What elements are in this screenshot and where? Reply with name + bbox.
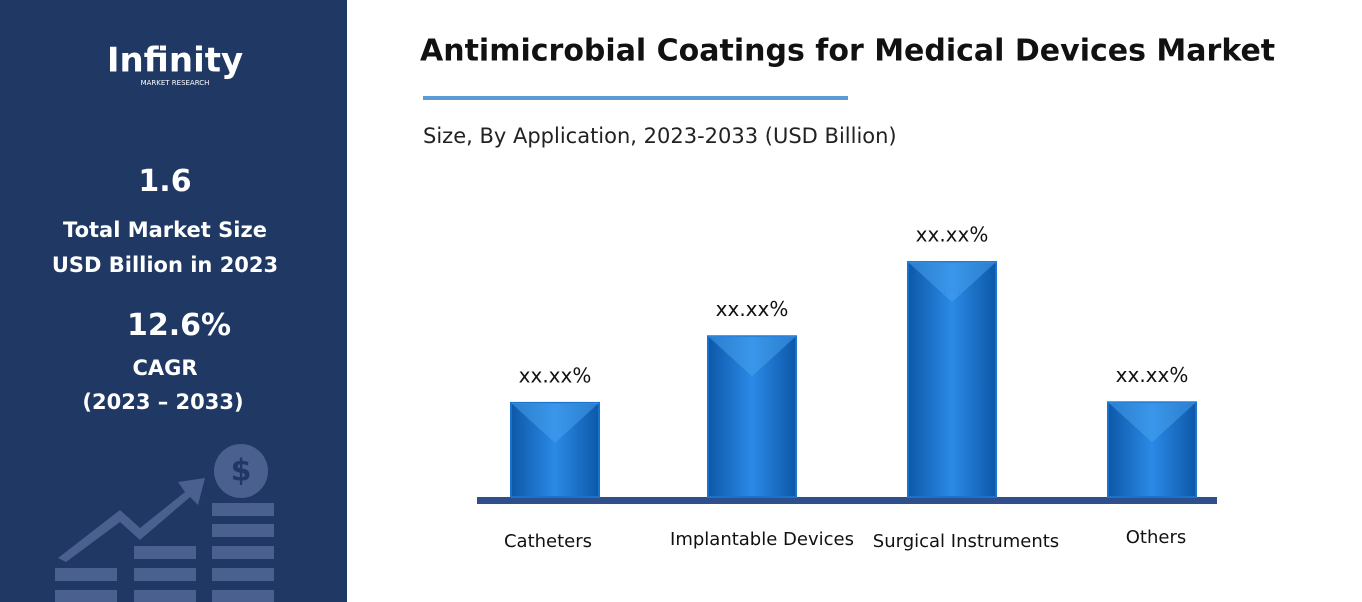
bar-bevel — [708, 336, 796, 377]
market-size-label: USD Billion in 2023 — [51, 253, 279, 277]
dollar-sign: $ — [231, 454, 252, 489]
chart: Antimicrobial Coatings for Medical Devic… — [420, 34, 1275, 553]
x-tick-label: Surgical Instruments — [873, 531, 1059, 552]
market-size-label: Total Market Size — [63, 218, 267, 242]
cagr-period: (2023 – 2033) — [82, 390, 244, 414]
data-label: xx.xx% — [519, 363, 592, 387]
cagr-label: CAGR — [132, 356, 198, 380]
data-label: xx.xx% — [916, 223, 989, 247]
x-tick-label: Catheters — [504, 531, 592, 552]
x-tick-label: Implantable Devices — [670, 529, 854, 550]
bar-bevel — [511, 402, 599, 443]
x-tick-label: Others — [1126, 527, 1187, 548]
side-graphics: Infinity MARKET RESEARCH $ — [55, 41, 274, 602]
bar-bevel — [1108, 402, 1196, 443]
data-label: xx.xx% — [716, 297, 789, 321]
side-panel: Infinity MARKET RESEARCH $ 1.6 Total Mar… — [0, 0, 347, 602]
chart-subtitle: Size, By Application, 2023-2033 (USD Bil… — [423, 124, 897, 148]
logo-text: Infinity — [107, 41, 243, 81]
chart-title: Antimicrobial Coatings for Medical Devic… — [420, 34, 1275, 69]
cagr-value: 12.6% — [126, 308, 232, 343]
market-size: 1.6 — [138, 164, 192, 199]
data-label: xx.xx% — [1116, 363, 1189, 387]
bar-bevel — [908, 262, 996, 303]
money-icon — [55, 444, 274, 602]
title-underline — [423, 96, 848, 100]
logo-tagline: MARKET RESEARCH — [141, 79, 210, 87]
x-axis — [477, 497, 1217, 504]
